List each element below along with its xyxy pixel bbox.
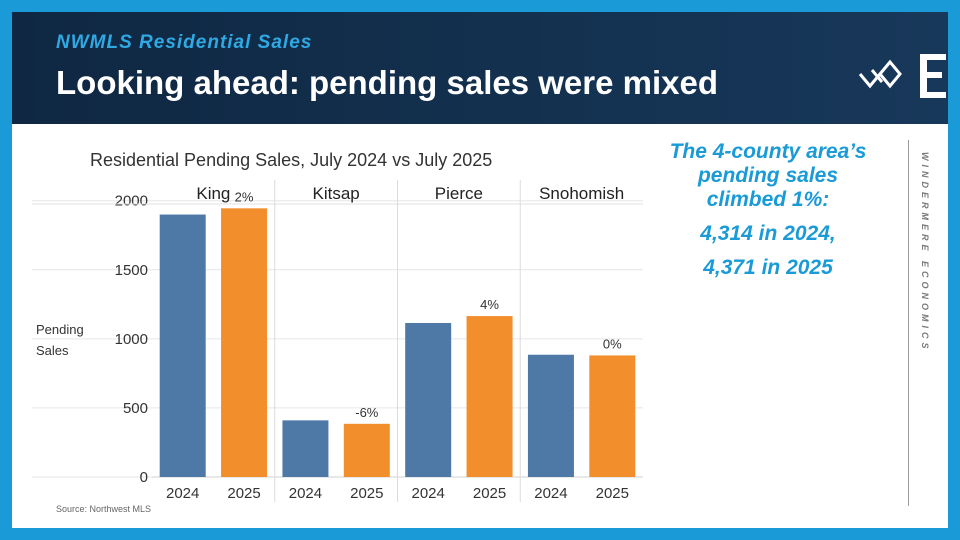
data-label: 0% bbox=[603, 336, 622, 351]
x-tick-label: 2025 bbox=[227, 485, 260, 502]
x-tick-label: 2024 bbox=[534, 485, 567, 502]
x-tick-label: 2025 bbox=[596, 485, 629, 502]
bar-kitsap-2024 bbox=[282, 420, 329, 477]
windermere-logo-icon bbox=[858, 54, 946, 98]
x-tick-label: 2025 bbox=[473, 485, 506, 502]
callout-line-2: 4,314 in 2024, bbox=[700, 222, 836, 245]
slide-kicker: NWMLS Residential Sales bbox=[56, 32, 313, 53]
bar-snohomish-2025 bbox=[589, 355, 636, 477]
brand-vertical-text: WINDERMERE ECONOMICS bbox=[920, 152, 930, 353]
slide-title: Looking ahead: pending sales were mixed bbox=[56, 64, 718, 101]
y-axis-label: Pending bbox=[36, 322, 84, 337]
slide-header: NWMLS Residential Sales Looking ahead: p… bbox=[12, 12, 948, 124]
callout-line-3: 4,371 in 2025 bbox=[703, 256, 833, 279]
bar-pierce-2024 bbox=[405, 322, 452, 477]
county-label: Pierce bbox=[435, 184, 483, 203]
chart-title: Residential Pending Sales, July 2024 vs … bbox=[90, 150, 492, 170]
y-tick-label: 500 bbox=[123, 400, 148, 417]
x-tick-label: 2025 bbox=[350, 485, 383, 502]
divider-line bbox=[908, 140, 909, 506]
pending-sales-chart: Residential Pending Sales, July 2024 vs … bbox=[32, 150, 643, 502]
source-note: Source: Northwest MLS bbox=[56, 504, 152, 514]
callout-line-1: The 4-county area’s pending sales climbe… bbox=[669, 140, 867, 211]
y-tick-label: 1000 bbox=[115, 331, 148, 348]
x-tick-label: 2024 bbox=[289, 485, 322, 502]
y-tick-label: 1500 bbox=[115, 262, 148, 279]
bar-pierce-2025 bbox=[466, 316, 513, 477]
x-tick-label: 2024 bbox=[166, 485, 199, 502]
data-label: 2% bbox=[235, 189, 254, 204]
y-tick-label: 0 bbox=[140, 469, 148, 486]
bar-king-2025 bbox=[221, 208, 268, 477]
data-label: 4% bbox=[480, 297, 499, 312]
bar-king-2024 bbox=[159, 214, 206, 477]
summary-callout: The 4-county area’s pending sales climbe… bbox=[668, 140, 868, 280]
bar-kitsap-2025 bbox=[343, 423, 390, 477]
slide-content: Residential Pending Sales, July 2024 vs … bbox=[12, 124, 948, 528]
county-label: King bbox=[196, 184, 230, 203]
y-tick-label: 2000 bbox=[115, 193, 148, 210]
county-label: Kitsap bbox=[313, 184, 360, 203]
y-axis-label: Sales bbox=[36, 343, 69, 358]
x-tick-label: 2024 bbox=[412, 485, 445, 502]
bar-snohomish-2024 bbox=[527, 354, 574, 477]
data-label: -6% bbox=[355, 405, 379, 420]
county-label: Snohomish bbox=[539, 184, 624, 203]
